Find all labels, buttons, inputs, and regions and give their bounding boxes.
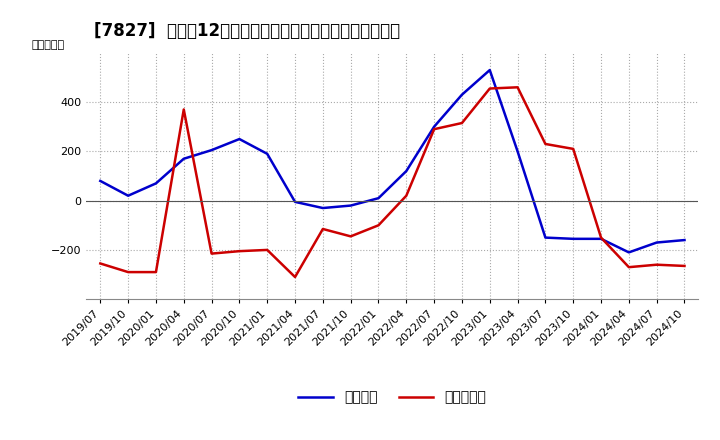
経常利益	[96, 178, 104, 183]
当期純利益	[430, 127, 438, 132]
当期純利益	[346, 234, 355, 239]
経常利益	[152, 181, 161, 186]
当期純利益	[458, 121, 467, 126]
経常利益	[513, 149, 522, 154]
経常利益	[485, 67, 494, 73]
当期純利益	[291, 275, 300, 280]
経常利益	[458, 92, 467, 97]
当期純利益	[207, 251, 216, 256]
当期純利益	[541, 141, 550, 147]
当期純利益	[680, 263, 689, 268]
経常利益	[652, 240, 661, 245]
経常利益	[680, 238, 689, 243]
経常利益	[346, 203, 355, 208]
当期純利益	[152, 269, 161, 275]
経常利益	[374, 195, 383, 201]
Line: 経常利益: 経常利益	[100, 70, 685, 253]
経常利益	[569, 236, 577, 242]
経常利益	[318, 205, 327, 211]
当期純利益	[318, 226, 327, 231]
経常利益	[179, 156, 188, 161]
当期純利益	[624, 264, 633, 270]
経常利益	[263, 151, 271, 157]
当期純利益	[179, 107, 188, 112]
当期純利益	[652, 262, 661, 268]
経常利益	[597, 236, 606, 242]
経常利益	[430, 124, 438, 129]
Text: [7827]  利益の12か月移動合計の対前年同期増減額の推移: [7827] 利益の12か月移動合計の対前年同期増減額の推移	[94, 22, 400, 40]
当期純利益	[513, 84, 522, 90]
経常利益	[235, 136, 243, 142]
当期純利益	[569, 146, 577, 151]
当期純利益	[402, 193, 410, 198]
当期純利益	[235, 249, 243, 254]
当期純利益	[96, 261, 104, 266]
経常利益	[124, 193, 132, 198]
当期純利益	[597, 235, 606, 240]
当期純利益	[374, 223, 383, 228]
経常利益	[624, 250, 633, 255]
当期純利益	[124, 269, 132, 275]
Legend: 経常利益, 当期純利益: 経常利益, 当期純利益	[293, 385, 492, 410]
経常利益	[541, 235, 550, 240]
当期純利益	[263, 247, 271, 253]
経常利益	[207, 147, 216, 153]
Y-axis label: （百万円）: （百万円）	[32, 40, 65, 50]
経常利益	[402, 169, 410, 174]
当期純利益	[485, 86, 494, 91]
経常利益	[291, 199, 300, 205]
Line: 当期純利益: 当期純利益	[100, 87, 685, 277]
